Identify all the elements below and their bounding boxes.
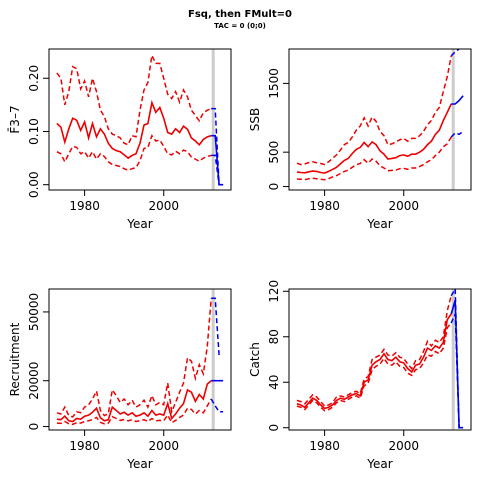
plot-frame — [48, 48, 232, 191]
series-projection-lower — [450, 313, 464, 429]
y-axis-label: F̄3–7 — [8, 105, 22, 133]
series-history-lower — [296, 136, 452, 181]
y-tick-label: 0 — [267, 183, 281, 191]
x-tick-label: 2000 — [388, 439, 419, 453]
y-axis-label: Recruitment — [8, 322, 22, 396]
series-projection-upper — [450, 49, 460, 57]
y-axis-label: Catch — [248, 342, 262, 377]
x-axis-label: Year — [126, 457, 152, 471]
series-group — [56, 52, 224, 186]
x-tick-label: 2000 — [148, 199, 179, 213]
series-history-median — [56, 99, 212, 160]
series-group — [56, 297, 224, 426]
series-projection-lower — [210, 398, 224, 413]
series-group — [296, 289, 464, 429]
series-history-lower — [56, 398, 212, 426]
x-axis-label: Year — [366, 217, 392, 231]
x-tick-label: 1980 — [69, 199, 100, 213]
x-tick-label: 1980 — [309, 199, 340, 213]
series-projection-lower — [450, 130, 464, 138]
y-tick-label: 50000 — [27, 293, 41, 331]
x-axis-label: Year — [366, 457, 392, 471]
series-history-median — [296, 103, 452, 174]
y-tick-label: 0.00 — [27, 171, 41, 198]
series-history-upper — [296, 55, 452, 166]
series-group — [296, 49, 464, 181]
y-tick-label: 20000 — [27, 362, 41, 400]
panel-catch: 1980 2000 Year 0 40 80 120 Catch — [248, 280, 472, 471]
y-tick-label: 0 — [27, 423, 41, 431]
series-history-lower — [56, 134, 212, 172]
series-projection-upper — [450, 289, 464, 429]
series-projection-lower — [211, 154, 224, 186]
x-tick-label: 1980 — [309, 439, 340, 453]
chart-subtitle: TAC = 0 (0;0) — [214, 22, 266, 30]
y-axis-label: SSB — [248, 108, 262, 131]
series-history-upper — [56, 298, 212, 418]
plot-frame — [288, 288, 472, 431]
series-history-upper — [296, 295, 452, 407]
plot-frame — [288, 48, 472, 191]
panel-recruitment: 1980 2000 Year 0 20000 50000 Recruitment — [8, 288, 232, 471]
series-history-upper — [56, 52, 212, 146]
x-tick-label: 1980 — [69, 439, 100, 453]
y-tick-label: 0 — [267, 424, 281, 432]
y-tick-label: 0.20 — [27, 65, 41, 92]
series-history-median — [56, 380, 212, 423]
y-tick-label: 500 — [267, 141, 281, 164]
y-tick-label: 1500 — [267, 68, 281, 99]
plot-frame — [48, 288, 232, 431]
y-tick-label: 120 — [267, 280, 281, 303]
y-tick-label: 0.10 — [27, 118, 41, 145]
x-tick-label: 2000 — [148, 439, 179, 453]
y-tick-label: 80 — [267, 329, 281, 344]
series-history-median — [296, 313, 452, 410]
chart-title: Fsq, then FMult=0 — [188, 9, 292, 20]
y-tick-label: 40 — [267, 375, 281, 390]
x-tick-label: 2000 — [388, 199, 419, 213]
series-projection-median — [451, 95, 464, 105]
x-axis-label: Year — [126, 217, 152, 231]
panel-ssb: 1980 2000 Year 0 500 1500 SSB — [248, 48, 472, 231]
panel-fbar: 1980 2000 Year 0.00 0.10 0.20 F̄3–7 — [8, 48, 232, 231]
series-projection-upper — [211, 297, 220, 356]
series-history-lower — [296, 322, 452, 412]
